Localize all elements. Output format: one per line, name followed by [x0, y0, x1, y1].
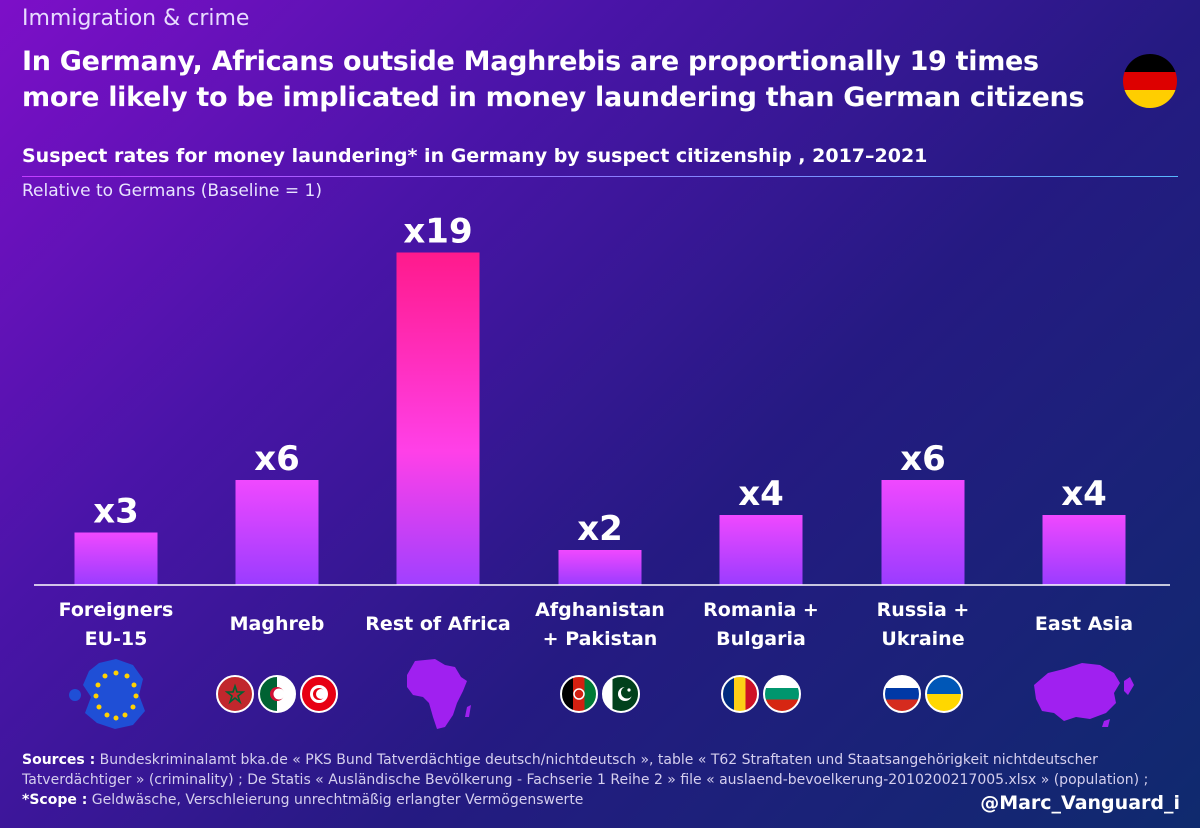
category-label-3: Rest of Africa	[353, 596, 523, 639]
category-label-4: Afghanistan + Pakistan	[515, 596, 685, 654]
category-label-line: Foreigners	[58, 599, 174, 621]
pakistan-flag-icon	[602, 675, 640, 713]
romania-flag-icon	[721, 675, 759, 713]
maghreb-flags-icon	[207, 655, 347, 733]
ukraine-flag-icon	[925, 675, 963, 713]
category-label-line: Afghanistan	[535, 599, 665, 621]
category-label-6: Russia + Ukraine	[838, 596, 1008, 654]
value-label-6: x6	[900, 439, 946, 479]
bar-6	[881, 480, 965, 585]
category-label-7: East Asia	[999, 596, 1169, 639]
ruua-flags-icon	[853, 655, 993, 733]
category-label-line: East Asia	[1034, 613, 1134, 635]
sources-label: Sources :	[22, 752, 96, 768]
bar-7	[1042, 515, 1126, 585]
bar-3	[396, 252, 480, 585]
scope-text: Geldwäsche, Verschleierung unrechtmäßig …	[87, 792, 584, 808]
algeria-flag-icon	[258, 675, 296, 713]
afpak-flags-icon	[530, 655, 670, 733]
africa-map-icon	[368, 655, 508, 733]
bulgaria-flag-icon	[763, 675, 801, 713]
eu-map-icon	[46, 655, 186, 733]
category-label-2: Maghreb	[192, 596, 362, 639]
category-label-line: + Pakistan	[542, 628, 658, 650]
baseline-note: Relative to Germans (Baseline = 1)	[22, 181, 322, 201]
afghanistan-flag-icon	[560, 675, 598, 713]
bar-4	[558, 550, 642, 585]
germany-flag-icon	[1123, 54, 1177, 108]
east-asia-map-icon	[1014, 655, 1154, 733]
bar-1	[74, 532, 158, 585]
morocco-flag-icon	[216, 675, 254, 713]
category-label-line: Ukraine	[881, 628, 965, 650]
category-label-line: Romania +	[703, 599, 819, 621]
robg-flags-icon	[691, 655, 831, 733]
bar-5	[719, 515, 803, 585]
sources-text: Bundeskriminalamt bka.de « PKS Bund Tatv…	[22, 752, 1149, 788]
bar-chart: x3 x6 x19 x2 x4 x6 x4	[74, 212, 1126, 585]
bar-2	[235, 480, 319, 585]
category-label-5: Romania + Bulgaria	[676, 596, 846, 654]
category-label-1: Foreigners EU-15	[31, 596, 201, 654]
headline: In Germany, Africans outside Maghrebis a…	[22, 46, 1085, 113]
russia-flag-icon	[883, 675, 921, 713]
category-label-line: Bulgaria	[716, 628, 806, 650]
tunisia-flag-icon	[300, 675, 338, 713]
author-handle: @Marc_Vanguard_i	[980, 792, 1180, 814]
divider	[22, 176, 1178, 177]
category-label-line: Russia +	[876, 599, 970, 621]
value-label-3: x19	[403, 212, 472, 252]
sources-footnote: Sources : Bundeskriminalamt bka.de « PKS…	[22, 750, 1152, 810]
scope-label: *Scope :	[22, 792, 88, 808]
kicker: Immigration & crime	[22, 6, 250, 31]
category-label-line: EU-15	[84, 628, 148, 650]
value-label-2: x6	[254, 439, 300, 479]
value-label-5: x4	[738, 474, 784, 514]
chart-subtitle: Suspect rates for money laundering* in G…	[22, 145, 928, 167]
value-label-7: x4	[1061, 474, 1107, 514]
category-label-line: Maghreb	[229, 613, 325, 635]
value-label-1: x3	[93, 492, 139, 532]
value-label-4: x2	[577, 509, 623, 549]
category-label-line: Rest of Africa	[365, 613, 511, 635]
